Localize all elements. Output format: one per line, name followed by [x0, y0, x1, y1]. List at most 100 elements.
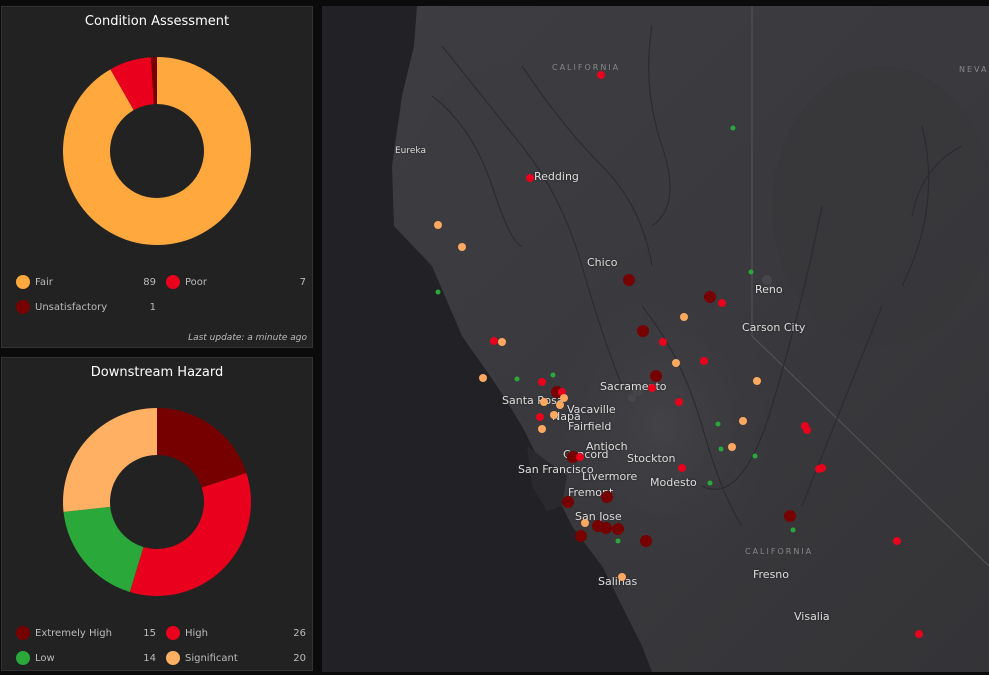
- city-label: Livermore: [582, 470, 638, 483]
- city-label: Chico: [587, 256, 618, 269]
- city-label: Napa: [552, 410, 581, 423]
- dam-point[interactable]: [560, 394, 568, 402]
- dam-points-layer: [434, 71, 923, 638]
- hazard-donut-chart: [63, 408, 251, 596]
- state-label: CALIFORNIA: [745, 547, 814, 556]
- dam-point[interactable]: [479, 374, 487, 382]
- dam-point[interactable]: [640, 535, 652, 547]
- dam-point[interactable]: [435, 289, 441, 295]
- legend-item[interactable]: Low 14: [16, 651, 156, 665]
- dam-point[interactable]: [818, 464, 826, 472]
- dam-point[interactable]: [718, 446, 724, 452]
- dam-point[interactable]: [803, 426, 811, 434]
- dam-point[interactable]: [718, 299, 726, 307]
- dam-point[interactable]: [536, 413, 544, 421]
- dam-point[interactable]: [623, 274, 635, 286]
- city-label: Antioch: [586, 440, 628, 453]
- city-label: Redding: [534, 170, 579, 183]
- dam-point[interactable]: [576, 453, 584, 461]
- city-label: San Francisco: [518, 463, 594, 476]
- legend-item[interactable]: Unsatisfactory 1: [16, 300, 156, 314]
- donut-slice-high[interactable]: [129, 472, 251, 596]
- dam-point[interactable]: [597, 71, 605, 79]
- dam-point[interactable]: [458, 243, 466, 251]
- dam-point[interactable]: [490, 337, 498, 345]
- legend-swatch-icon: [16, 275, 30, 289]
- dam-point[interactable]: [672, 359, 680, 367]
- dam-point[interactable]: [498, 338, 506, 346]
- dam-point[interactable]: [659, 338, 667, 346]
- legend-item[interactable]: Significant 20: [166, 651, 306, 665]
- dam-point[interactable]: [612, 523, 624, 535]
- donut-slice-fair[interactable]: [62, 57, 251, 245]
- legend-count: 20: [293, 652, 306, 664]
- legend-label: High: [185, 627, 208, 639]
- dam-point[interactable]: [618, 573, 626, 581]
- city-label: Santa Rosa: [502, 394, 564, 407]
- dam-point[interactable]: [567, 451, 579, 463]
- dam-point[interactable]: [753, 377, 761, 385]
- dam-point[interactable]: [581, 519, 589, 527]
- dam-point[interactable]: [434, 221, 442, 229]
- dam-point[interactable]: [893, 537, 901, 545]
- dam-point[interactable]: [540, 398, 548, 406]
- dam-point[interactable]: [650, 370, 662, 382]
- dam-point[interactable]: [637, 325, 649, 337]
- dam-point[interactable]: [678, 464, 686, 472]
- state-label: NEVA: [959, 65, 989, 74]
- dam-point[interactable]: [562, 496, 574, 508]
- legend-swatch-icon: [166, 626, 180, 640]
- dam-point[interactable]: [915, 630, 923, 638]
- legend-item[interactable]: Fair 89: [16, 275, 156, 289]
- panel-title: Condition Assessment: [84, 14, 230, 29]
- dam-point[interactable]: [739, 417, 747, 425]
- dam-point[interactable]: [680, 313, 688, 321]
- donut-slice-extremely-high[interactable]: [157, 408, 247, 488]
- dam-point[interactable]: [730, 125, 736, 131]
- state-label: CALIFORNIA: [552, 63, 621, 72]
- legend-count: 14: [143, 652, 156, 664]
- map-view[interactable]: Eureka Redding Chico Reno Carson City Sacrame…: [322, 6, 989, 672]
- legend-count: 1: [149, 301, 156, 313]
- city-label: Carson City: [742, 321, 806, 334]
- dam-point[interactable]: [675, 398, 683, 406]
- dam-point[interactable]: [514, 376, 520, 382]
- legend-label: Significant: [185, 652, 238, 664]
- dam-point[interactable]: [648, 384, 656, 392]
- dam-point[interactable]: [704, 291, 716, 303]
- dam-point[interactable]: [550, 411, 558, 419]
- downstream-hazard-panel: Downstream Hazard Extremely High 15 High 26…: [1, 357, 313, 671]
- dam-point[interactable]: [784, 510, 796, 522]
- donut-slice-unsatisfactory[interactable]: [150, 57, 157, 105]
- dam-point[interactable]: [556, 401, 564, 409]
- legend-item[interactable]: High 26: [166, 626, 306, 640]
- dam-point[interactable]: [752, 453, 758, 459]
- dam-point[interactable]: [615, 538, 621, 544]
- city-label: Eureka: [395, 146, 426, 156]
- legend-item[interactable]: Poor 7: [166, 275, 306, 289]
- donut-slice-poor[interactable]: [110, 57, 154, 111]
- city-label: Reno: [755, 283, 783, 296]
- dam-point[interactable]: [538, 378, 546, 386]
- condition-donut-chart: [62, 57, 251, 245]
- dam-point[interactable]: [600, 522, 612, 534]
- dam-point[interactable]: [601, 491, 613, 503]
- legend-count: 26: [293, 627, 306, 639]
- dam-point[interactable]: [707, 480, 713, 486]
- dam-point[interactable]: [538, 425, 546, 433]
- donut-slice-significant[interactable]: [63, 408, 157, 512]
- legend-item[interactable]: Extremely High 15: [16, 626, 156, 640]
- dam-point[interactable]: [728, 443, 736, 451]
- dam-point[interactable]: [550, 372, 556, 378]
- legend-label: Poor: [185, 276, 208, 288]
- city-label: Visalia: [794, 610, 830, 623]
- dam-point[interactable]: [526, 174, 534, 182]
- city-label: Salinas: [598, 575, 638, 588]
- dam-point[interactable]: [715, 421, 721, 427]
- dam-point[interactable]: [790, 527, 796, 533]
- dam-point[interactable]: [575, 530, 587, 542]
- donut-slice-low[interactable]: [63, 506, 144, 592]
- city-label: Stockton: [627, 452, 676, 465]
- dam-point[interactable]: [700, 357, 708, 365]
- dam-point[interactable]: [748, 269, 754, 275]
